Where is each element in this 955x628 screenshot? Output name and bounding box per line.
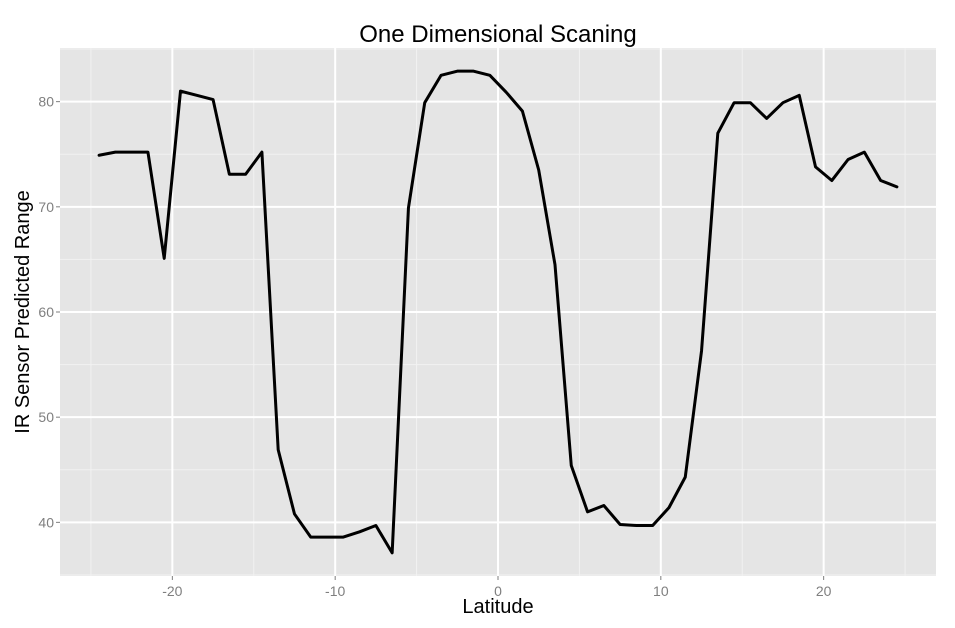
data-point [765,117,768,120]
series-line [97,69,899,555]
data-point [212,98,214,101]
y-tick-label: 40 [38,514,54,530]
data-point [537,169,540,171]
data-point [423,101,426,104]
x-axis-ticks: -20 -10 0 10 20 [162,576,832,599]
x-tick-label: 20 [816,583,832,599]
data-point [798,94,801,97]
data-point [668,506,670,509]
data-point [309,536,312,538]
data-point [456,70,459,72]
data-point [619,523,621,526]
data-point [489,74,491,77]
data-point [521,110,524,112]
data-point [358,531,361,533]
x-axis-title: Latitude [462,596,533,618]
data-point [130,151,133,153]
data-point [326,536,328,538]
data-point [228,173,231,176]
data-point [863,151,866,153]
data-point [749,101,752,104]
data-point [244,173,247,176]
data-point [163,257,166,260]
y-tick-label: 50 [38,409,54,425]
data-point [440,74,442,77]
data-point [586,511,589,513]
y-tick-label: 60 [38,304,54,320]
data-point [391,552,393,554]
data-point [375,524,377,527]
x-tick-label: -20 [162,583,182,599]
data-point [195,94,198,97]
data-point [603,504,605,507]
data-point [261,151,263,153]
x-tick-label: 0 [494,583,502,599]
data-point [554,263,556,266]
data-point [505,91,507,93]
chart-title: One Dimensional Scaning [359,21,637,48]
data-point [896,186,898,188]
data-point [684,476,687,478]
data-point [98,154,100,157]
data-point [114,151,117,153]
x-tick-label: -10 [325,583,345,599]
y-tick-label: 80 [38,94,54,110]
data-point [814,166,817,168]
data-point [147,151,149,153]
x-tick-label: 10 [653,583,669,599]
data-point [879,179,882,182]
data-point [847,158,849,161]
data-point [179,90,182,92]
data-point [277,448,279,451]
y-tick-label: 70 [38,199,54,215]
data-point [651,524,654,527]
data-point [635,524,638,527]
data-point [700,350,703,352]
data-point [570,464,573,467]
data-point [342,536,345,538]
data-point [782,101,784,104]
data-point [293,513,296,515]
data-point [407,207,410,209]
data-point [733,101,735,104]
data-point [830,179,833,182]
data-point [472,70,475,72]
data-points [98,70,898,554]
y-axis-ticks: 40 50 60 70 80 [38,94,60,530]
y-axis-title: IR Sensor Predicted Range [12,190,34,433]
data-point [717,132,719,134]
major-gridlines [60,48,936,576]
